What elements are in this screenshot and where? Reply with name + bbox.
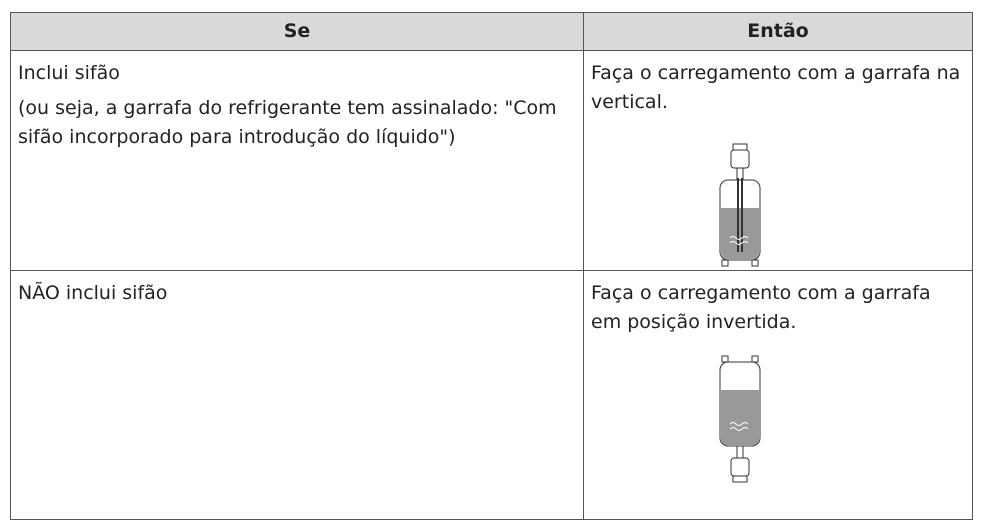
inverted-cylinder-icon: [719, 355, 761, 483]
header-cell: Se: [10, 12, 584, 51]
foot: [751, 355, 759, 363]
valve: [730, 149, 750, 169]
header-cell: Então: [583, 12, 973, 51]
waves: [729, 422, 749, 431]
page: {"table": {"header": ["Se", "Então"], "r…: [10, 12, 973, 520]
liquid: [721, 390, 759, 445]
foot: [721, 259, 729, 267]
foot: [751, 259, 759, 267]
valve: [730, 457, 750, 477]
action-cell: Faça o carregamento com a garrafa na ver…: [583, 50, 973, 271]
valve-bottom: [732, 475, 748, 483]
waves: [729, 236, 749, 245]
note: (ou seja, a garrafa do refrigerante tem …: [18, 97, 557, 148]
valve-top: [732, 143, 748, 151]
foot: [721, 355, 729, 363]
action-cell: Faça o carregamento com a garrafa em pos…: [583, 270, 973, 520]
action: Faça o carregamento com a garrafa na ver…: [591, 62, 961, 113]
upright-cylinder-icon: [719, 143, 761, 267]
condition-cell: Inclui sifão (ou seja, a garrafa do refr…: [10, 50, 584, 271]
action: Faça o carregamento com a garrafa em pos…: [591, 282, 931, 333]
condition: Inclui sifão: [18, 62, 120, 84]
condition: NÃO inclui sifão: [18, 282, 168, 304]
table: Se Então Inclui sifão (ou seja, a garraf…: [10, 12, 973, 520]
neck: [736, 445, 744, 459]
condition-cell: NÃO inclui sifão: [10, 270, 584, 520]
liquid: [721, 208, 759, 259]
